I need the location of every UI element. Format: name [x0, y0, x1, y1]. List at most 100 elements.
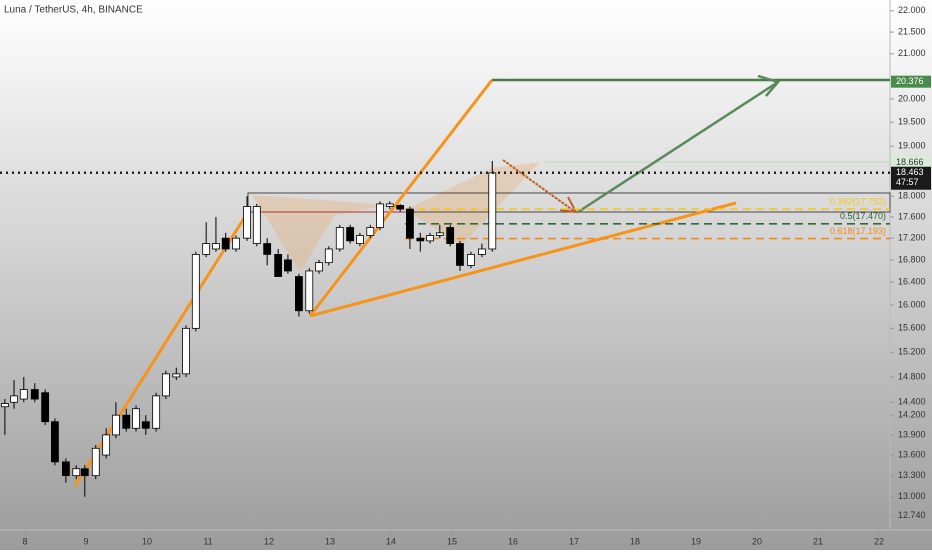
candle-body — [132, 408, 140, 429]
candle-body — [19, 389, 28, 400]
y-tick-label: 19.500 — [898, 117, 926, 127]
candle-body — [416, 237, 425, 242]
y-tick-label: 13.000 — [898, 491, 926, 501]
candle-body — [376, 203, 384, 228]
candle-body — [467, 254, 475, 266]
projection-arrow — [577, 80, 779, 214]
arrow-head — [559, 196, 578, 214]
candle-body — [212, 243, 220, 250]
candle-body — [284, 259, 292, 272]
candle-body — [274, 254, 283, 277]
candle-body — [295, 276, 303, 312]
price-label: 18.463 — [896, 167, 924, 177]
y-tick-label: 14.800 — [898, 371, 926, 381]
candle-body — [80, 468, 89, 477]
candle-body — [346, 227, 355, 242]
price-label-box — [891, 166, 931, 190]
candle-body — [182, 327, 190, 375]
candle-body — [315, 262, 323, 272]
candle-body — [72, 468, 81, 477]
y-tick-label: 13.600 — [898, 449, 926, 459]
candle-body — [406, 208, 414, 239]
price-label: 20.376 — [896, 76, 924, 86]
x-tick-label: 20 — [752, 536, 762, 546]
candle-body — [162, 373, 170, 397]
y-tick-label: 18.000 — [898, 191, 926, 201]
countdown-label: 47:57 — [896, 177, 919, 187]
x-tick-label: 18 — [630, 536, 640, 546]
candle-body — [10, 395, 18, 403]
candle-body — [243, 206, 251, 239]
price-label: 18.666 — [896, 157, 924, 167]
y-tick-label: 19.000 — [898, 141, 926, 151]
price-label-box — [891, 156, 931, 169]
candle-body — [61, 461, 70, 477]
candle-body — [335, 227, 344, 250]
candle-body — [385, 203, 394, 207]
candle-body — [305, 270, 314, 312]
candle-body — [172, 373, 181, 378]
x-tick-label: 19 — [691, 536, 701, 546]
candle-body — [41, 392, 50, 423]
fib-label: 0.5(17.470) — [840, 211, 886, 221]
candle-body — [221, 237, 230, 250]
candle-body — [141, 421, 150, 429]
candle-body — [456, 243, 464, 266]
x-tick-label: 8 — [23, 536, 28, 546]
candle-body — [112, 414, 120, 436]
x-tick-label: 12 — [264, 536, 274, 546]
y-tick-label: 20.000 — [898, 93, 926, 103]
price-label-box — [891, 75, 931, 88]
x-tick-label: 16 — [508, 536, 518, 546]
x-tick-label: 15 — [447, 536, 457, 546]
fib-label: 0.618(17.193) — [830, 226, 886, 236]
candle-body — [478, 248, 486, 255]
candle-body — [324, 248, 333, 264]
y-tick-label: 17.600 — [898, 211, 926, 221]
candle-body — [232, 237, 240, 250]
candle-body — [30, 389, 39, 400]
y-tick-label: 17.200 — [898, 233, 926, 243]
fib-label: 0.382(17.752) — [830, 196, 886, 206]
x-tick-label: 22 — [874, 536, 884, 546]
y-tick-label: 14.200 — [898, 410, 926, 420]
candle-body — [356, 235, 364, 244]
pattern-fill — [252, 195, 390, 272]
candle-body — [91, 447, 100, 477]
candle-body — [488, 172, 497, 250]
candle-body — [396, 205, 405, 210]
candle-body — [252, 206, 261, 244]
candle-body — [202, 243, 211, 255]
y-tick-label: 15.600 — [898, 323, 926, 333]
candle-body — [191, 254, 200, 329]
chart-title: Luna / TetherUS, 4h, BINANCE — [4, 5, 143, 16]
x-tick-label: 11 — [203, 536, 212, 546]
y-tick-label: 16.000 — [898, 299, 926, 309]
candle-body — [0, 403, 9, 408]
candle-body — [446, 227, 455, 244]
candle-body — [435, 232, 444, 236]
candle-body — [122, 414, 131, 429]
x-tick-label: 21 — [813, 536, 823, 546]
candle-body — [426, 235, 434, 242]
candle-body — [102, 434, 111, 456]
y-tick-label: 13.300 — [898, 470, 926, 480]
candle-body — [51, 421, 59, 463]
arrow-head — [757, 74, 781, 97]
y-tick-label: 16.800 — [898, 254, 926, 264]
trend-line — [308, 79, 494, 317]
y-tick-label: 15.200 — [898, 347, 926, 357]
x-tick-label: 9 — [84, 536, 89, 546]
y-tick-label: 16.400 — [898, 277, 926, 287]
y-tick-label: 21.000 — [898, 48, 926, 58]
y-tick-label: 12.740 — [898, 510, 926, 520]
y-tick-label: 14.400 — [898, 397, 926, 407]
y-tick-label: 21.500 — [898, 26, 926, 36]
pullback-arrow — [502, 159, 575, 212]
x-tick-label: 17 — [569, 536, 579, 546]
plot: 22.000 21.500 21.000 20.000 19.500 19.000 18.0… — [0, 5, 926, 546]
candle-body — [263, 243, 272, 255]
trend-line — [309, 201, 737, 318]
